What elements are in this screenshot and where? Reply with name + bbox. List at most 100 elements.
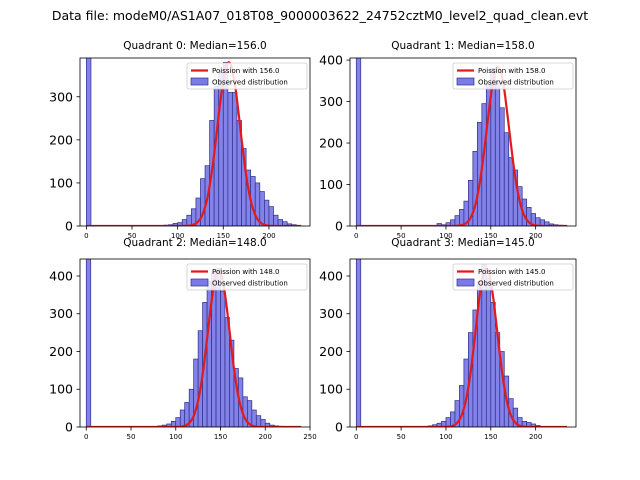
histogram-bar xyxy=(490,302,496,427)
legend-label-poisson: Poission with 156.0 xyxy=(212,67,280,75)
y-tick-label: 0 xyxy=(65,420,73,435)
histogram-bar xyxy=(251,409,257,427)
legend-box xyxy=(452,62,574,90)
panel-title: Quadrant 1: Median=158.0 xyxy=(391,40,534,52)
axes-frame xyxy=(79,57,311,227)
histogram-bar xyxy=(355,259,362,427)
histogram-bar xyxy=(454,215,460,226)
histogram-bar xyxy=(503,132,510,226)
histogram-bar xyxy=(179,409,186,427)
x-tick-label: 150 xyxy=(484,232,497,240)
histogram-bar xyxy=(264,199,270,226)
panel-quadrant-3: Quadrant 3: Median=145.0 0 50 100 150 200 0 10… xyxy=(319,237,577,441)
histogram-bar xyxy=(273,214,279,226)
y-tick-label: 100 xyxy=(49,382,73,397)
y-tick-label: 400 xyxy=(319,53,343,68)
histogram-bar xyxy=(86,58,92,226)
y-tick-label: 100 xyxy=(49,175,73,190)
x-tick-label: 100 xyxy=(439,433,452,441)
x-tick-label: 0 xyxy=(354,433,358,441)
legend: Poission with 158.0 Observed distribution xyxy=(452,62,574,90)
legend-box xyxy=(186,263,308,291)
panel-quadrant-1: Quadrant 1: Median=158.0 0 50 100 150 200 0 10… xyxy=(319,40,577,240)
legend-box xyxy=(452,263,574,291)
x-tick-label: 200 xyxy=(529,232,542,240)
legend-bar-swatch xyxy=(190,77,209,86)
y-tick-label: 200 xyxy=(49,132,73,147)
y-tick-label: 100 xyxy=(319,177,343,192)
y-tick-label: 0 xyxy=(335,219,343,234)
poisson-line xyxy=(86,268,302,427)
panel-title: Quadrant 3: Median=145.0 xyxy=(391,237,534,249)
y-tick-label: 400 xyxy=(49,268,73,283)
legend-label-poisson: Poission with 148.0 xyxy=(212,268,280,276)
histogram-bar xyxy=(227,92,233,226)
histogram-bar xyxy=(259,191,265,226)
poisson-line xyxy=(86,61,301,226)
axes-frame xyxy=(349,57,577,227)
legend: Poission with 156.0 Observed distribution xyxy=(186,62,308,90)
histogram-bar xyxy=(255,415,262,427)
x-tick-label: 100 xyxy=(169,433,182,441)
legend-bar-swatch xyxy=(456,278,475,287)
histogram-bar xyxy=(472,150,478,226)
histogram-bar xyxy=(485,277,492,427)
x-tick-label: 100 xyxy=(439,232,452,240)
y-tick-label: 200 xyxy=(319,344,343,359)
legend: Poission with 148.0 Observed distribution xyxy=(186,263,308,291)
histogram-bar xyxy=(508,157,514,226)
legend-bar-swatch xyxy=(190,278,209,287)
panel-title: Quadrant 0: Median=156.0 xyxy=(123,40,266,52)
x-tick-label: 150 xyxy=(217,232,230,240)
histogram-bar xyxy=(220,290,226,427)
y-tick-label: 200 xyxy=(319,136,343,151)
y-tick-label: 300 xyxy=(49,306,73,321)
histogram-bar xyxy=(494,80,501,226)
legend: Poission with 145.0 Observed distribution xyxy=(452,263,574,291)
x-tick-label: 50 xyxy=(397,433,406,441)
y-tick-label: 300 xyxy=(319,94,343,109)
legend-bar-swatch xyxy=(456,77,475,86)
axes-frame xyxy=(79,258,311,428)
x-tick-label: 50 xyxy=(397,232,406,240)
x-tick-label: 150 xyxy=(484,433,497,441)
x-tick-label: 250 xyxy=(303,433,316,441)
x-tick-label: 100 xyxy=(171,232,184,240)
poisson-line xyxy=(356,65,567,226)
panel-quadrant-2: Quadrant 2: Median=148.0 0 50 100 150 200 250… xyxy=(49,237,317,441)
histogram-bar xyxy=(355,58,362,226)
legend-label-observed: Observed distribution xyxy=(478,79,554,87)
y-tick-label: 400 xyxy=(319,268,343,283)
y-tick-label: 300 xyxy=(319,306,343,321)
histogram-bar xyxy=(232,92,238,226)
x-tick-label: 0 xyxy=(354,232,358,240)
x-tick-label: 0 xyxy=(84,232,88,240)
panel-quadrant-0: Quadrant 0: Median=156.0 0 50 100 150 200 0 10… xyxy=(49,40,311,240)
x-tick-label: 50 xyxy=(127,433,136,441)
legend-label-poisson: Poission with 158.0 xyxy=(478,67,546,75)
x-tick-label: 200 xyxy=(259,433,272,441)
axes-frame xyxy=(349,258,577,428)
histogram-bar xyxy=(268,206,274,226)
legend-label-observed: Observed distribution xyxy=(212,79,288,87)
histogram-bar xyxy=(175,417,181,427)
y-tick-label: 300 xyxy=(49,89,73,104)
x-tick-label: 50 xyxy=(128,232,137,240)
x-tick-label: 200 xyxy=(262,232,275,240)
legend-label-poisson: Poission with 145.0 xyxy=(478,268,546,276)
histogram-bar xyxy=(215,268,221,427)
figure-title: Data file: modeM0/AS1A07_018T08_90000036… xyxy=(52,8,588,23)
legend-label-observed: Observed distribution xyxy=(478,280,554,288)
poisson-line xyxy=(356,267,567,427)
x-tick-label: 200 xyxy=(529,433,542,441)
legend-box xyxy=(186,62,308,90)
x-tick-label: 0 xyxy=(84,433,88,441)
y-tick-label: 0 xyxy=(335,420,343,435)
y-tick-label: 100 xyxy=(319,382,343,397)
y-tick-label: 200 xyxy=(49,344,73,359)
histogram-bar xyxy=(85,259,92,427)
histogram-bar xyxy=(499,107,505,226)
panel-title: Quadrant 2: Median=148.0 xyxy=(123,237,266,249)
legend-label-observed: Observed distribution xyxy=(212,280,288,288)
